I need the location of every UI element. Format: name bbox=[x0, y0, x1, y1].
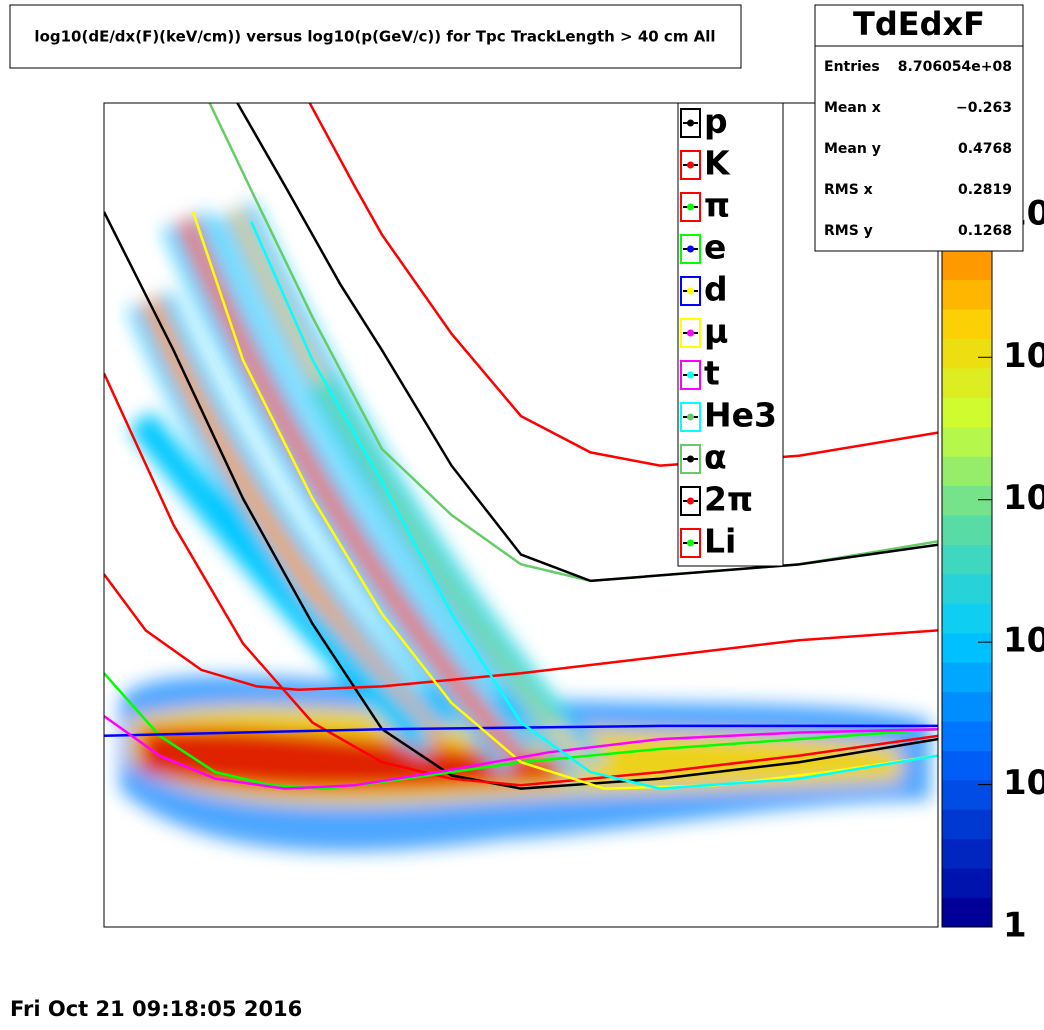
palette-band bbox=[942, 426, 992, 457]
palette-band bbox=[942, 809, 992, 840]
legend-label: p bbox=[704, 102, 728, 141]
legend-marker bbox=[687, 287, 694, 295]
curve bbox=[104, 372, 938, 787]
stats-label: Mean y bbox=[824, 141, 881, 157]
legend-swatch bbox=[680, 528, 701, 558]
legend-label: Li bbox=[704, 522, 736, 561]
legend-label: He3 bbox=[704, 396, 777, 435]
legend-swatch bbox=[680, 318, 701, 348]
legend-label: 2π bbox=[704, 480, 753, 519]
palette-band bbox=[942, 544, 992, 575]
stats-title: TdEdxF bbox=[853, 5, 985, 43]
curve bbox=[104, 211, 938, 790]
palette-band bbox=[942, 250, 992, 281]
legend-swatch bbox=[680, 444, 701, 474]
timestamp: Fri Oct 21 09:18:05 2016 bbox=[10, 997, 302, 1021]
z-tick-label: 1 bbox=[1003, 906, 1027, 946]
palette-band bbox=[942, 632, 992, 663]
title: log10(dE/dx(F)(keV/cm)) versus log10(p(G… bbox=[34, 28, 715, 46]
legend-swatch bbox=[680, 402, 701, 432]
palette-band bbox=[942, 603, 992, 634]
legend-swatch bbox=[680, 192, 701, 222]
stats-label: RMS y bbox=[824, 223, 873, 239]
stats-value: 8.706054e+08 bbox=[898, 59, 1012, 75]
legend-box bbox=[677, 102, 784, 567]
plot-frame bbox=[103, 102, 939, 928]
legend-marker bbox=[687, 497, 694, 505]
legend-marker bbox=[687, 413, 694, 421]
palette-band bbox=[942, 279, 992, 310]
stats-label: Entries bbox=[824, 59, 880, 75]
palette-band bbox=[942, 338, 992, 369]
curve bbox=[104, 715, 938, 790]
legend-marker bbox=[687, 245, 694, 253]
stats-label: Mean x bbox=[824, 100, 881, 116]
stats-value: −0.263 bbox=[956, 100, 1012, 116]
stats-value: 0.4768 bbox=[958, 141, 1012, 157]
palette-band bbox=[942, 456, 992, 487]
legend-marker bbox=[687, 203, 694, 211]
z-tick-label: 10 bbox=[1003, 336, 1044, 376]
legend-swatch bbox=[680, 108, 701, 138]
legend-swatch bbox=[680, 486, 701, 516]
curve bbox=[191, 211, 938, 790]
legend-swatch bbox=[680, 234, 701, 264]
palette-band bbox=[942, 838, 992, 869]
z-tick-label: 10 bbox=[1003, 621, 1044, 661]
curve bbox=[104, 573, 938, 691]
legend-label: μ bbox=[704, 312, 728, 351]
palette-band bbox=[942, 485, 992, 516]
palette-band bbox=[942, 662, 992, 693]
legend-label: e bbox=[704, 228, 726, 267]
curve bbox=[250, 221, 938, 790]
palette-band bbox=[942, 515, 992, 545]
palette-band bbox=[942, 691, 992, 722]
legend-swatch bbox=[680, 150, 701, 180]
palette-band bbox=[942, 897, 992, 928]
palette-band bbox=[942, 397, 992, 428]
palette-band bbox=[942, 868, 992, 899]
legend-marker bbox=[687, 455, 694, 463]
title-box bbox=[9, 4, 742, 69]
stats-label: RMS x bbox=[824, 182, 873, 198]
palette-band bbox=[942, 750, 992, 781]
palette-band bbox=[942, 721, 992, 751]
legend-label: α bbox=[704, 438, 727, 477]
legend-marker bbox=[687, 161, 694, 169]
curve bbox=[236, 103, 938, 583]
curve bbox=[104, 724, 938, 738]
stats-value: 0.1268 bbox=[958, 223, 1012, 239]
legend-label: d bbox=[704, 270, 728, 309]
legend-swatch bbox=[680, 276, 701, 306]
palette-band bbox=[942, 309, 992, 339]
palette-band bbox=[942, 573, 992, 604]
stats-value: 0.2819 bbox=[958, 182, 1012, 198]
legend-swatch bbox=[680, 360, 701, 390]
stats-box: TdEdxF Entries 8.706054e+08 Mean x −0.263 Me… bbox=[814, 4, 1024, 252]
legend-label: t bbox=[704, 354, 720, 393]
legend-marker bbox=[687, 329, 694, 337]
legend-label: π bbox=[704, 186, 730, 225]
z-tick-label: 10 bbox=[1003, 763, 1044, 803]
legend-marker bbox=[687, 119, 694, 127]
legend-marker bbox=[687, 539, 694, 547]
z-tick-label: 10 bbox=[1003, 478, 1044, 518]
legend-marker bbox=[687, 371, 694, 379]
palette-band bbox=[942, 367, 992, 398]
legend-label: K bbox=[704, 144, 731, 183]
